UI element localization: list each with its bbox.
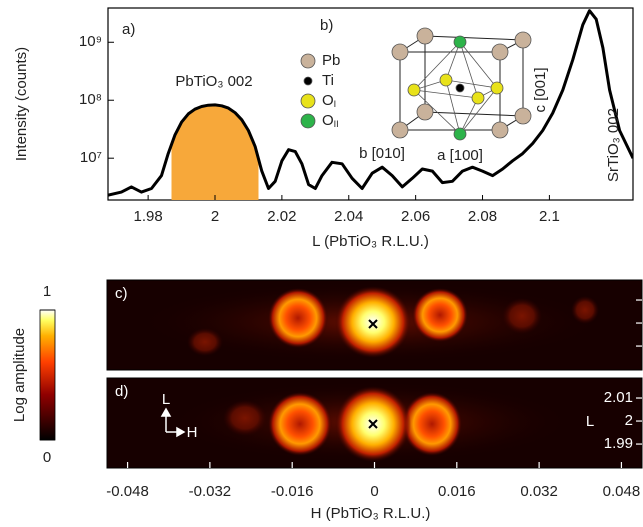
colorbar-tick-label: 0: [43, 449, 51, 466]
blob: [268, 392, 332, 456]
atom-pb: [492, 122, 508, 138]
legend-text: Pb: [322, 52, 340, 69]
atom-o2: [454, 36, 466, 48]
x-axis-label: H (PbTiO₃ R.L.U.): [311, 505, 431, 522]
y-tick-label: 2: [625, 412, 633, 429]
x-tick-label: 2.02: [267, 208, 296, 225]
arrow-label: H: [187, 424, 198, 441]
y-tick-label: 2.01: [604, 389, 633, 406]
legend-swatch: [304, 77, 312, 85]
figure: 1.98 2 2.02 2.04 2.06 2.08 2.1 10⁷ 10⁸ 10⁹ L (PbTi…: [0, 0, 643, 527]
legend-swatch: [301, 54, 315, 68]
legend-text: O: [322, 112, 334, 129]
page: Figure {"chart_data": [ {"type": "line",…: [0, 0, 643, 527]
x-tick-label: 2.06: [401, 208, 430, 225]
legend-text: O: [322, 92, 334, 109]
blob: [412, 288, 468, 342]
blob: [223, 400, 267, 436]
x-tick-label: 2.04: [334, 208, 363, 225]
atom-ti: [456, 84, 464, 92]
annotation: a [100]: [437, 147, 483, 164]
colorbar-label: Log amplitude: [11, 328, 28, 422]
blob: [502, 298, 542, 334]
atom-pb: [515, 108, 531, 124]
x-tick-label: 2.1: [539, 208, 560, 225]
atom-o1: [440, 74, 452, 86]
x-tick-label: 2: [211, 208, 219, 225]
atom-pb: [515, 32, 531, 48]
blob: [335, 286, 411, 358]
annotation: a): [122, 21, 135, 38]
annotation: b [010]: [359, 145, 405, 162]
y-axis-label: L: [586, 413, 594, 430]
x-tick-label: -0.048: [106, 483, 149, 500]
blob: [571, 296, 599, 324]
legend-label: Pb: [322, 52, 340, 69]
atom-o1: [491, 82, 503, 94]
y-tick-label: 10⁸: [79, 91, 102, 108]
blob: [268, 288, 328, 348]
peak-shade: [108, 11, 633, 200]
panel-label: c): [115, 285, 128, 302]
annotation: c [001]: [532, 67, 549, 112]
y-tick-label: 1.99: [604, 435, 633, 452]
plot-area: [108, 11, 633, 200]
annotation: PbTiO₃ 002: [175, 73, 252, 90]
atom-pb: [492, 44, 508, 60]
legend-swatch: [301, 114, 315, 128]
atom-o1: [472, 92, 484, 104]
blob: [187, 328, 223, 356]
atom-pb: [417, 28, 433, 44]
atom-pb: [417, 104, 433, 120]
atom-o2: [454, 128, 466, 140]
atom-pb: [392, 44, 408, 60]
colorbar-tick-label: 1: [43, 283, 51, 300]
x-tick-label: 0: [370, 483, 378, 500]
legend-subscript: I: [334, 99, 337, 109]
panel-label: d): [115, 383, 128, 400]
legend-label: OII: [322, 112, 339, 129]
y-tick-label: 10⁷: [80, 149, 102, 166]
atom-pb: [392, 122, 408, 138]
colorbar: [40, 310, 55, 440]
x-tick-label: 0.032: [520, 483, 558, 500]
x-tick-label: 0.048: [603, 483, 641, 500]
x-tick-label: 1.98: [134, 208, 163, 225]
x-axis-label: L (PbTiO₃ R.L.U.): [312, 233, 429, 250]
arrow-label: L: [162, 391, 170, 408]
y-axis-label: Intensity (counts): [13, 47, 30, 161]
crystal-atoms: [392, 28, 531, 140]
body: 1.98 2 2.02 2.04 2.06 2.08 2.1 10⁷ 10⁸ 10⁹ L (PbTi…: [0, 0, 643, 527]
annotation: SrTiO₃ 002: [605, 108, 622, 182]
x-tick-label: -0.032: [189, 483, 232, 500]
annotation: b): [320, 17, 333, 34]
y-tick-label: 10⁹: [79, 33, 102, 50]
legend-subscript: II: [334, 119, 339, 129]
atom-o1: [408, 84, 420, 96]
legend-text: Ti: [322, 72, 334, 89]
legend-swatch: [301, 94, 315, 108]
legend-label: OI: [322, 92, 336, 109]
x-tick-label: 0.016: [438, 483, 476, 500]
x-tick-label: -0.016: [271, 483, 314, 500]
x-tick-label: 2.08: [468, 208, 497, 225]
legend-label: Ti: [322, 72, 334, 89]
